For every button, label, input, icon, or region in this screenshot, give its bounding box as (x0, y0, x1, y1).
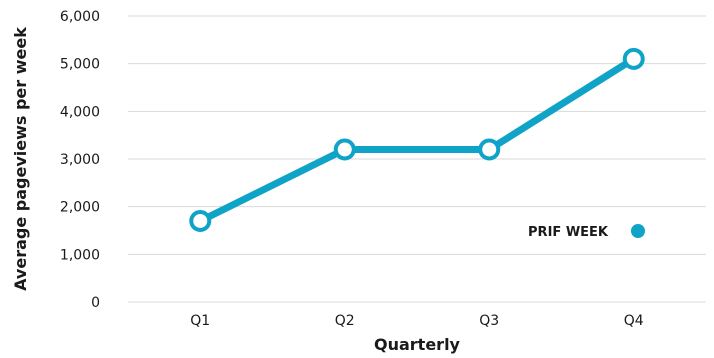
x-tick-label: Q1 (190, 313, 210, 329)
y-tick-label: 2,000 (60, 200, 100, 216)
x-axis-title: Quarterly (374, 335, 461, 354)
x-tick-label: Q4 (624, 313, 644, 329)
data-point (622, 47, 645, 70)
gridlines (128, 15, 706, 303)
y-tick-label: 6,000 (60, 9, 100, 25)
data-point (333, 138, 356, 161)
legend: PRIF WEEK (528, 224, 645, 240)
series-line (196, 55, 638, 225)
y-axis-title: Average pageviews per week (11, 27, 30, 291)
x-axis-ticks: Q1 Q2 Q3 Q4 (190, 313, 644, 329)
y-tick-label: 5,000 (60, 57, 100, 73)
data-point (189, 209, 212, 232)
y-tick-label: 0 (91, 295, 100, 311)
y-tick-label: 4,000 (60, 104, 100, 120)
series-group (189, 47, 645, 232)
legend-label: PRIF WEEK (528, 225, 609, 240)
data-point (478, 138, 501, 161)
y-axis-ticks: 0 1,000 2,000 3,000 4,000 5,000 6,000 (60, 9, 100, 311)
y-tick-label: 3,000 (60, 152, 100, 168)
x-tick-label: Q2 (335, 313, 355, 329)
y-tick-label: 1,000 (60, 247, 100, 263)
x-tick-label: Q3 (479, 313, 499, 329)
legend-marker (631, 224, 645, 238)
